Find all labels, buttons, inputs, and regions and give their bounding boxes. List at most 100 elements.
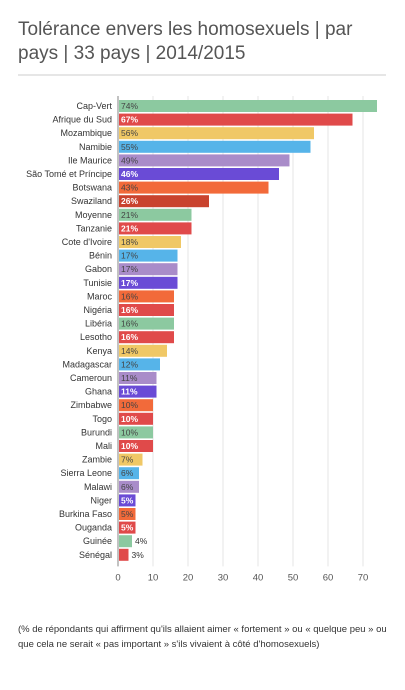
x-tick-label: 10 [148,572,159,583]
category-label: Kenya [86,346,112,356]
category-label: Mozambique [60,128,112,138]
bar [119,317,174,330]
value-label: 6% [121,482,134,492]
value-label: 14% [121,346,138,356]
value-label: 16% [121,332,138,342]
value-label: 18% [121,237,138,247]
x-tick-label: 30 [218,572,229,583]
value-label: 3% [132,550,145,560]
x-tick-label: 20 [183,572,194,583]
bar [119,140,311,153]
value-label: 67% [121,115,138,125]
value-label: 43% [121,183,138,193]
x-tick-label: 70 [358,572,369,583]
category-label: Lesotho [80,332,112,342]
category-label: Cap-Vert [76,101,112,111]
value-label: 16% [121,319,138,329]
category-label: Tanzanie [76,223,112,233]
bar [119,385,157,398]
category-label: Namibie [79,142,112,152]
category-label: Cote d'Ivoire [62,237,112,247]
bar [119,154,290,167]
category-label: Bénin [89,251,112,261]
value-label: 46% [121,169,138,179]
bar [119,208,192,221]
value-label: 11% [121,373,138,383]
category-label: Tunisie [83,278,112,288]
category-label: Gabon [85,264,112,274]
bar [119,521,136,534]
bar [119,222,192,235]
x-tick-label: 60 [323,572,334,583]
bar-chart: 0 10 20 30 40 50 60 70 Cap-Vert 74% Afrique du Sud… [26,96,377,583]
value-label: 49% [121,155,138,165]
category-label: Niger [90,495,112,505]
bar [119,426,153,439]
title-divider [18,74,386,76]
bar [119,100,377,112]
value-label: 21% [121,210,138,220]
category-label: Sierra Leone [60,468,112,478]
bar [119,249,178,262]
category-label: São Tomé et Príncipe [26,169,112,179]
bar [119,494,136,507]
value-label: 5% [121,495,134,505]
value-label: 17% [121,251,138,261]
category-label: Sénégal [79,550,112,560]
value-label: 6% [121,468,134,478]
bar [119,304,174,316]
category-label: Moyenne [75,210,112,220]
bar [119,127,314,140]
value-label: 16% [121,291,138,301]
category-label: Madagascar [62,359,112,369]
bar [119,440,153,452]
value-label: 10% [121,400,138,410]
category-label: Ile Maurice [68,155,112,165]
category-label: Malawi [84,482,112,492]
category-label: Cameroun [70,373,112,383]
category-label: Guinée [83,536,112,546]
bar [119,263,178,276]
bar [119,453,143,466]
value-label: 74% [121,101,138,111]
bar [119,195,209,208]
value-label: 4% [135,536,148,546]
bar [119,290,174,303]
value-label: 17% [121,264,138,274]
bar [119,113,353,126]
category-label: Burkina Faso [59,509,112,519]
category-label: Burundi [81,427,112,437]
bar [119,331,174,344]
category-label: Maroc [87,291,113,301]
category-label: Zambie [82,455,112,465]
value-label: 12% [121,359,138,369]
bar [119,480,139,493]
value-label: 55% [121,142,138,152]
bar [119,399,153,412]
category-label: Nigéria [83,305,112,315]
category-label: Ouganda [75,523,112,533]
value-label: 5% [121,509,134,519]
x-tick-label: 40 [253,572,264,583]
bar [119,412,153,425]
bar [119,276,178,289]
footnote: (% de répondants qui affirment qu'ils al… [18,624,387,650]
bar [119,168,279,180]
bar [119,372,157,384]
category-label: Zimbabwe [70,400,112,410]
category-label: Libéria [85,319,112,329]
category-label: Botswana [72,183,112,193]
value-label: 56% [121,128,138,138]
category-label: Ghana [85,387,112,397]
chart-title: Tolérance envers les homosexuels | par p… [18,19,353,64]
value-label: 17% [121,278,138,288]
value-label: 10% [121,441,138,451]
category-label: Togo [92,414,112,424]
value-label: 26% [121,196,138,206]
value-label: 16% [121,305,138,315]
value-label: 21% [121,223,138,233]
value-label: 7% [121,455,134,465]
bar [119,467,139,480]
bar [119,508,136,520]
value-label: 5% [121,523,134,533]
